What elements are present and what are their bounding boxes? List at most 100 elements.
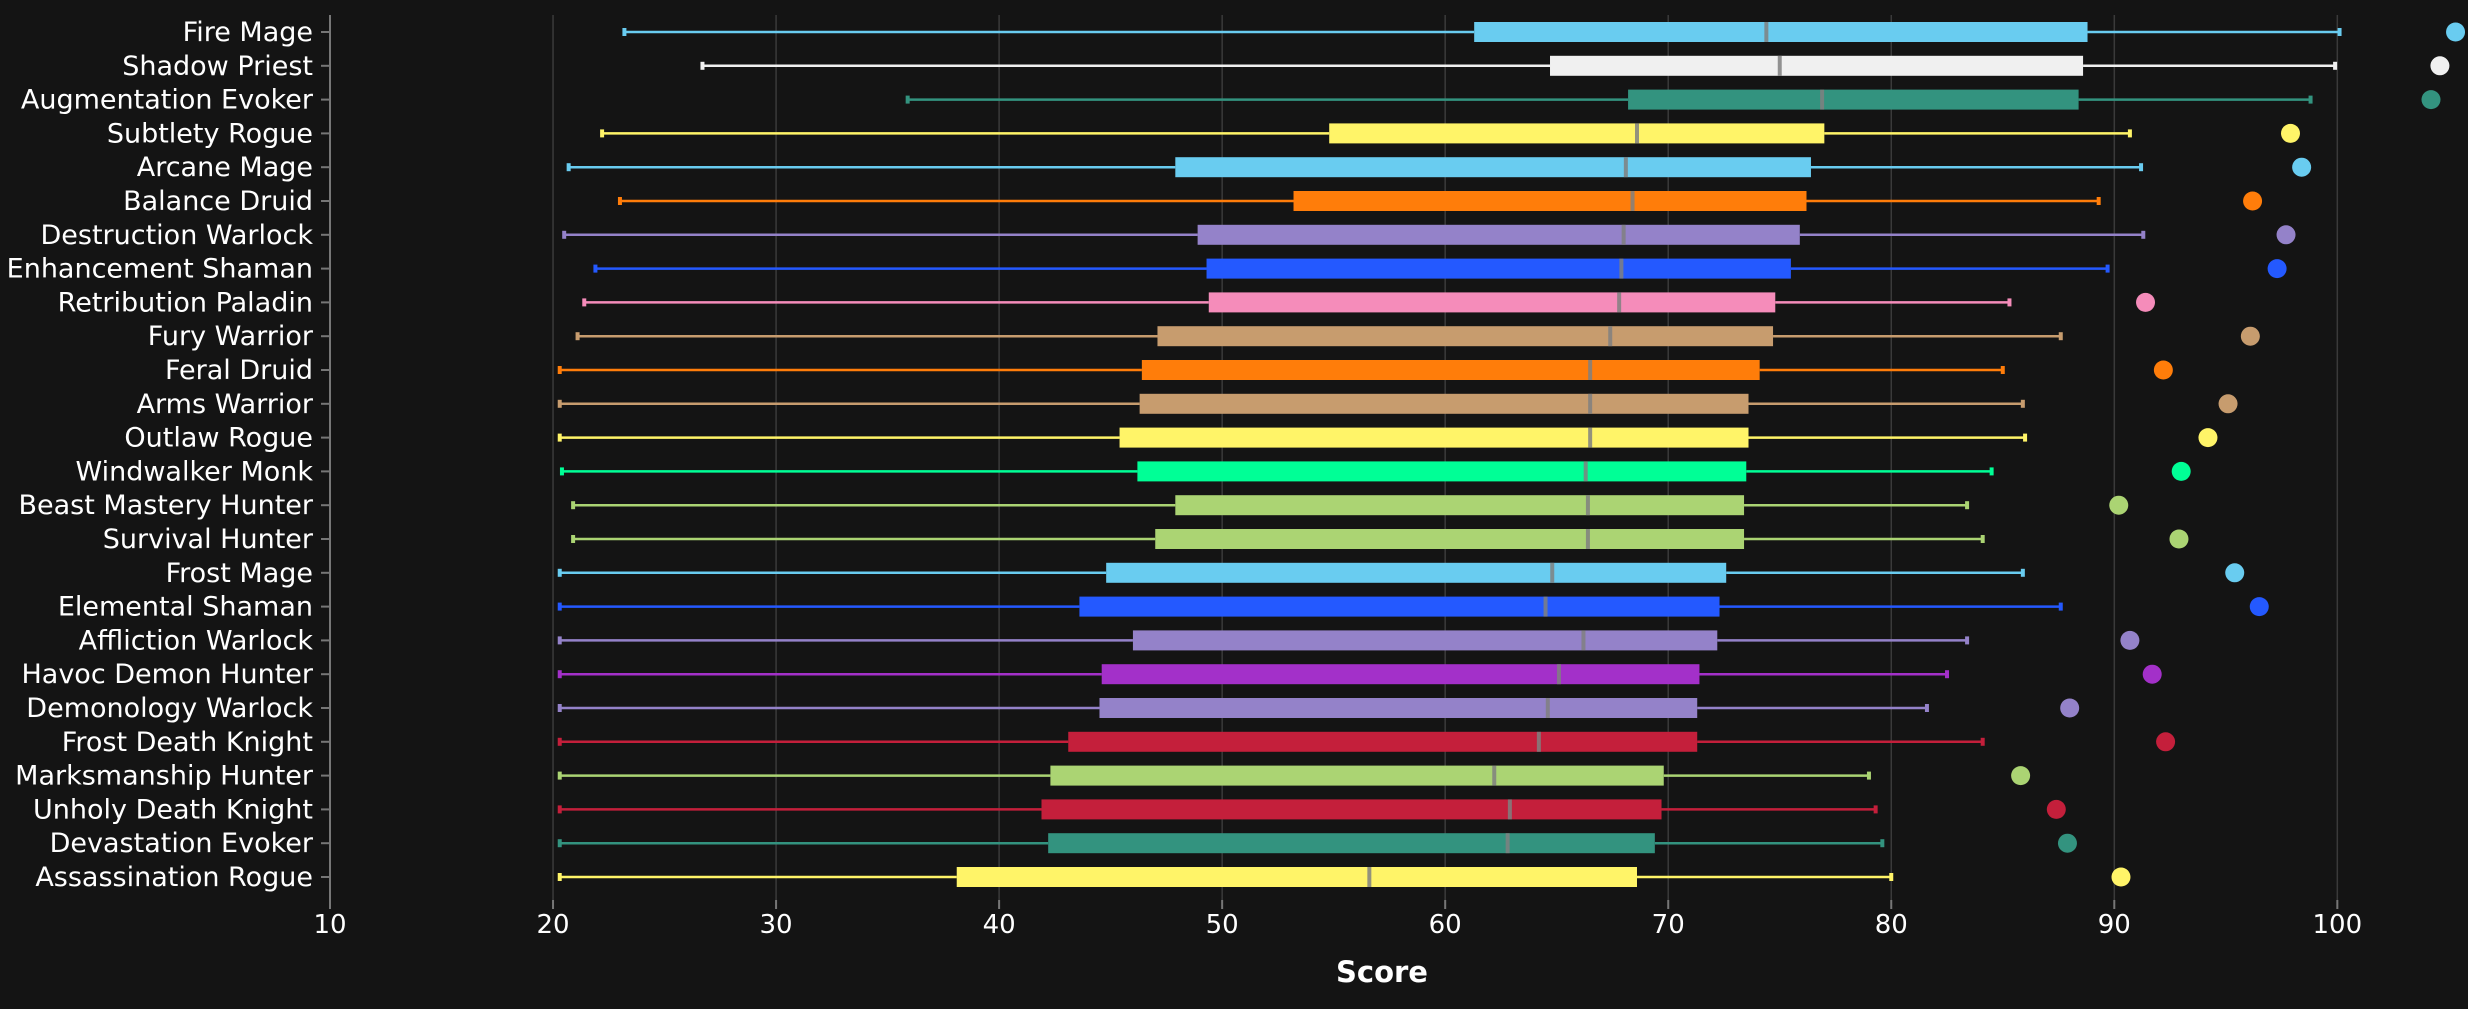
box-row: Fury Warrior (148, 321, 2260, 352)
y-tick-label: Unholy Death Knight (33, 794, 313, 825)
box-row: Frost Mage (166, 558, 2245, 589)
y-tick-label: Augmentation Evoker (21, 85, 314, 116)
y-tick-label: Devastation Evoker (50, 828, 314, 859)
y-tick-label: Demonology Warlock (26, 693, 313, 724)
box-iqr (1293, 191, 1807, 211)
y-tick-label: Assassination Rogue (35, 862, 313, 893)
x-tick-label: 80 (1875, 910, 1908, 940)
box-row: Affliction Warlock (79, 625, 2140, 656)
box-iqr (1155, 529, 1745, 549)
box-row: Marksmanship Hunter (15, 761, 2031, 792)
x-tick-label: 70 (1652, 910, 1685, 940)
x-axis-label: Score (1336, 955, 1428, 989)
box-row: Devastation Evoker (50, 828, 2077, 859)
box-row: Demonology Warlock (26, 693, 2080, 724)
x-tick-label: 100 (2313, 910, 2363, 940)
y-tick-label: Arms Warrior (137, 389, 314, 420)
max-point (2046, 799, 2066, 819)
box-iqr (1550, 55, 2084, 76)
box-iqr (1068, 731, 1698, 752)
max-point (2120, 630, 2140, 650)
max-point (2249, 597, 2269, 617)
box-row: Outlaw Rogue (124, 423, 2218, 454)
box-iqr (1474, 22, 2088, 42)
box-iqr (1048, 833, 1655, 854)
box-row: Destruction Warlock (40, 220, 2296, 251)
box-iqr (1175, 495, 1745, 516)
x-tick-label: 90 (2098, 910, 2131, 940)
max-point (2169, 529, 2189, 549)
max-point (2225, 563, 2245, 583)
max-point (2267, 259, 2287, 279)
box-iqr (1099, 698, 1698, 718)
y-tick-label: Fire Mage (183, 17, 313, 48)
box-row: Assassination Rogue (35, 862, 2131, 893)
y-tick-label: Shadow Priest (122, 51, 313, 82)
y-tick-label: Havoc Demon Hunter (21, 659, 313, 690)
y-tick-label: Windwalker Monk (75, 456, 313, 487)
max-point (2171, 461, 2191, 481)
box-row: Retribution Paladin (58, 287, 2156, 318)
x-tick-label: 50 (1206, 910, 1239, 940)
box-row: Frost Death Knight (62, 727, 2176, 758)
box-row: Balance Druid (123, 186, 2263, 217)
max-point (2109, 495, 2129, 515)
y-tick-label: Outlaw Rogue (124, 423, 313, 454)
box-iqr (1132, 630, 1718, 651)
y-tick-label: Balance Druid (123, 186, 313, 217)
box-iqr (1106, 562, 1727, 583)
box-row: Windwalker Monk (75, 456, 2191, 487)
y-tick-label: Frost Death Knight (62, 727, 313, 758)
box-row: Augmentation Evoker (21, 85, 2441, 116)
box-row: Fire Mage (183, 17, 2466, 48)
box-row: Feral Druid (165, 355, 2173, 386)
max-point (2136, 292, 2156, 312)
max-point (2153, 360, 2173, 380)
y-tick-label: Marksmanship Hunter (15, 761, 314, 792)
y-tick-label: Arcane Mage (137, 152, 313, 183)
max-point (2243, 191, 2263, 211)
max-point (2276, 225, 2296, 245)
y-tick-label: Survival Hunter (103, 524, 314, 555)
box-row: Arcane Mage (137, 152, 2312, 183)
max-point (2446, 22, 2466, 42)
box-iqr (1119, 427, 1749, 448)
max-point (2011, 766, 2031, 786)
box-row: Unholy Death Knight (33, 794, 2066, 825)
max-point (2057, 833, 2077, 853)
box-row: Beast Mastery Hunter (18, 490, 2129, 521)
x-tick-label: 30 (760, 910, 793, 940)
y-tick-label: Subtlety Rogue (107, 118, 313, 149)
box-iqr (1137, 461, 1747, 482)
max-point (2218, 394, 2238, 414)
max-point (2142, 664, 2162, 684)
y-tick-label: Elemental Shaman (58, 592, 313, 623)
y-tick-label: Feral Druid (165, 355, 313, 386)
max-point (2240, 326, 2260, 346)
box-iqr (956, 867, 1637, 887)
box-row: Arms Warrior (137, 389, 2238, 420)
box-iqr (1079, 596, 1720, 617)
box-iqr (1628, 89, 2079, 110)
x-tick-label: 10 (313, 910, 346, 940)
box-row: Survival Hunter (103, 524, 2189, 555)
axis-layer: 10 20 30 40 50 60 70 80 90 100 (313, 15, 2362, 940)
box-iqr (1208, 292, 1776, 313)
box-row: Havoc Demon Hunter (21, 659, 2162, 690)
y-tick-label: Fury Warrior (148, 321, 314, 352)
box-row: Elemental Shaman (58, 592, 2269, 623)
max-point (2421, 90, 2441, 110)
box-iqr (1329, 123, 1825, 144)
max-point (2060, 698, 2080, 718)
y-tick-label: Affliction Warlock (79, 625, 314, 656)
box-iqr (1157, 326, 1774, 347)
box-iqr (1141, 360, 1760, 380)
x-tick-label: 40 (983, 910, 1016, 940)
box-iqr (1197, 224, 1800, 245)
y-tick-label: Destruction Warlock (40, 220, 313, 251)
box-iqr (1175, 157, 1811, 178)
x-tick-label: 60 (1429, 910, 1462, 940)
